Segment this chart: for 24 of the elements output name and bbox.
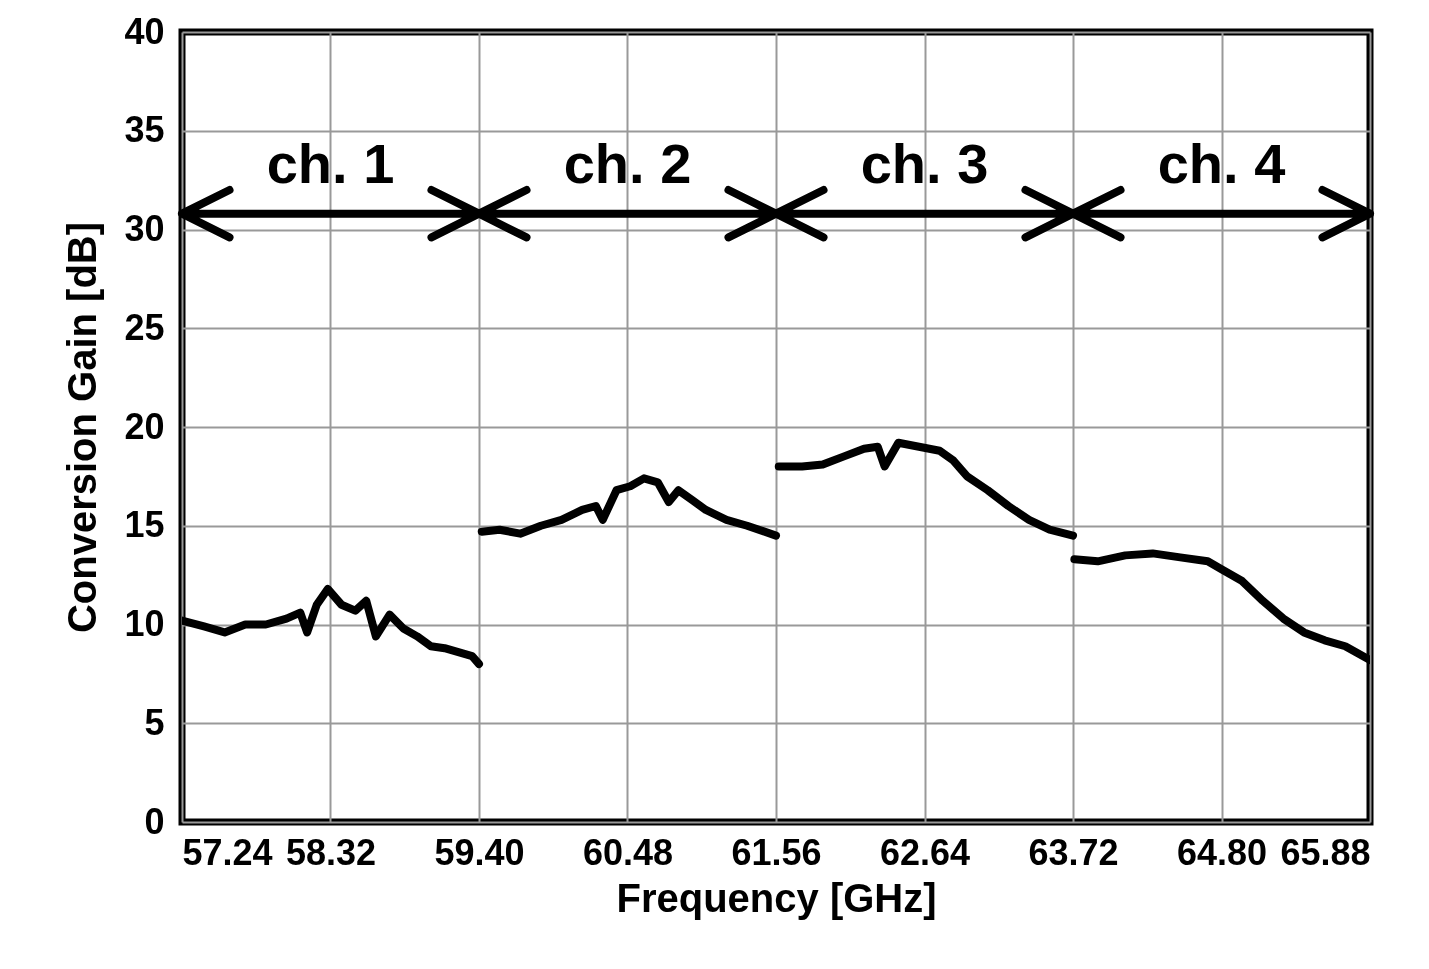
y-tick-label: 30	[124, 208, 165, 249]
x-tick-label: 61.56	[731, 831, 822, 873]
y-tick-label: 15	[124, 504, 165, 546]
y-tick-label: 20	[124, 405, 165, 447]
y-tick-label: 25	[124, 306, 165, 348]
x-tick-label: 62.64	[879, 831, 971, 873]
x-axis-title: Frequency [GHz]	[616, 875, 937, 920]
annotation: ch. 4	[1157, 132, 1286, 196]
x-tick-label: 63.72	[1028, 831, 1119, 873]
x-tick-label: 60.48	[582, 831, 674, 873]
x-tick-label: 57.24	[182, 831, 273, 873]
y-tick-label: 10	[124, 603, 165, 644]
x-tick-label: 59.40	[434, 831, 525, 873]
y-tick-label: 35	[124, 109, 165, 151]
y-tick-label: 5	[144, 701, 165, 743]
y-tick-label: 0	[144, 800, 165, 842]
annotation: ch. 3	[860, 132, 989, 196]
x-tick-label: 64.80	[1176, 831, 1268, 873]
x-tick-label: 58.32	[285, 831, 377, 873]
annotation: ch. 2	[563, 132, 692, 196]
x-tick-label: 65.88	[1280, 831, 1371, 873]
annotation: ch. 1	[266, 132, 395, 196]
y-axis-title: Conversion Gain [dB]	[60, 221, 105, 634]
y-tick-label: 40	[124, 10, 165, 52]
